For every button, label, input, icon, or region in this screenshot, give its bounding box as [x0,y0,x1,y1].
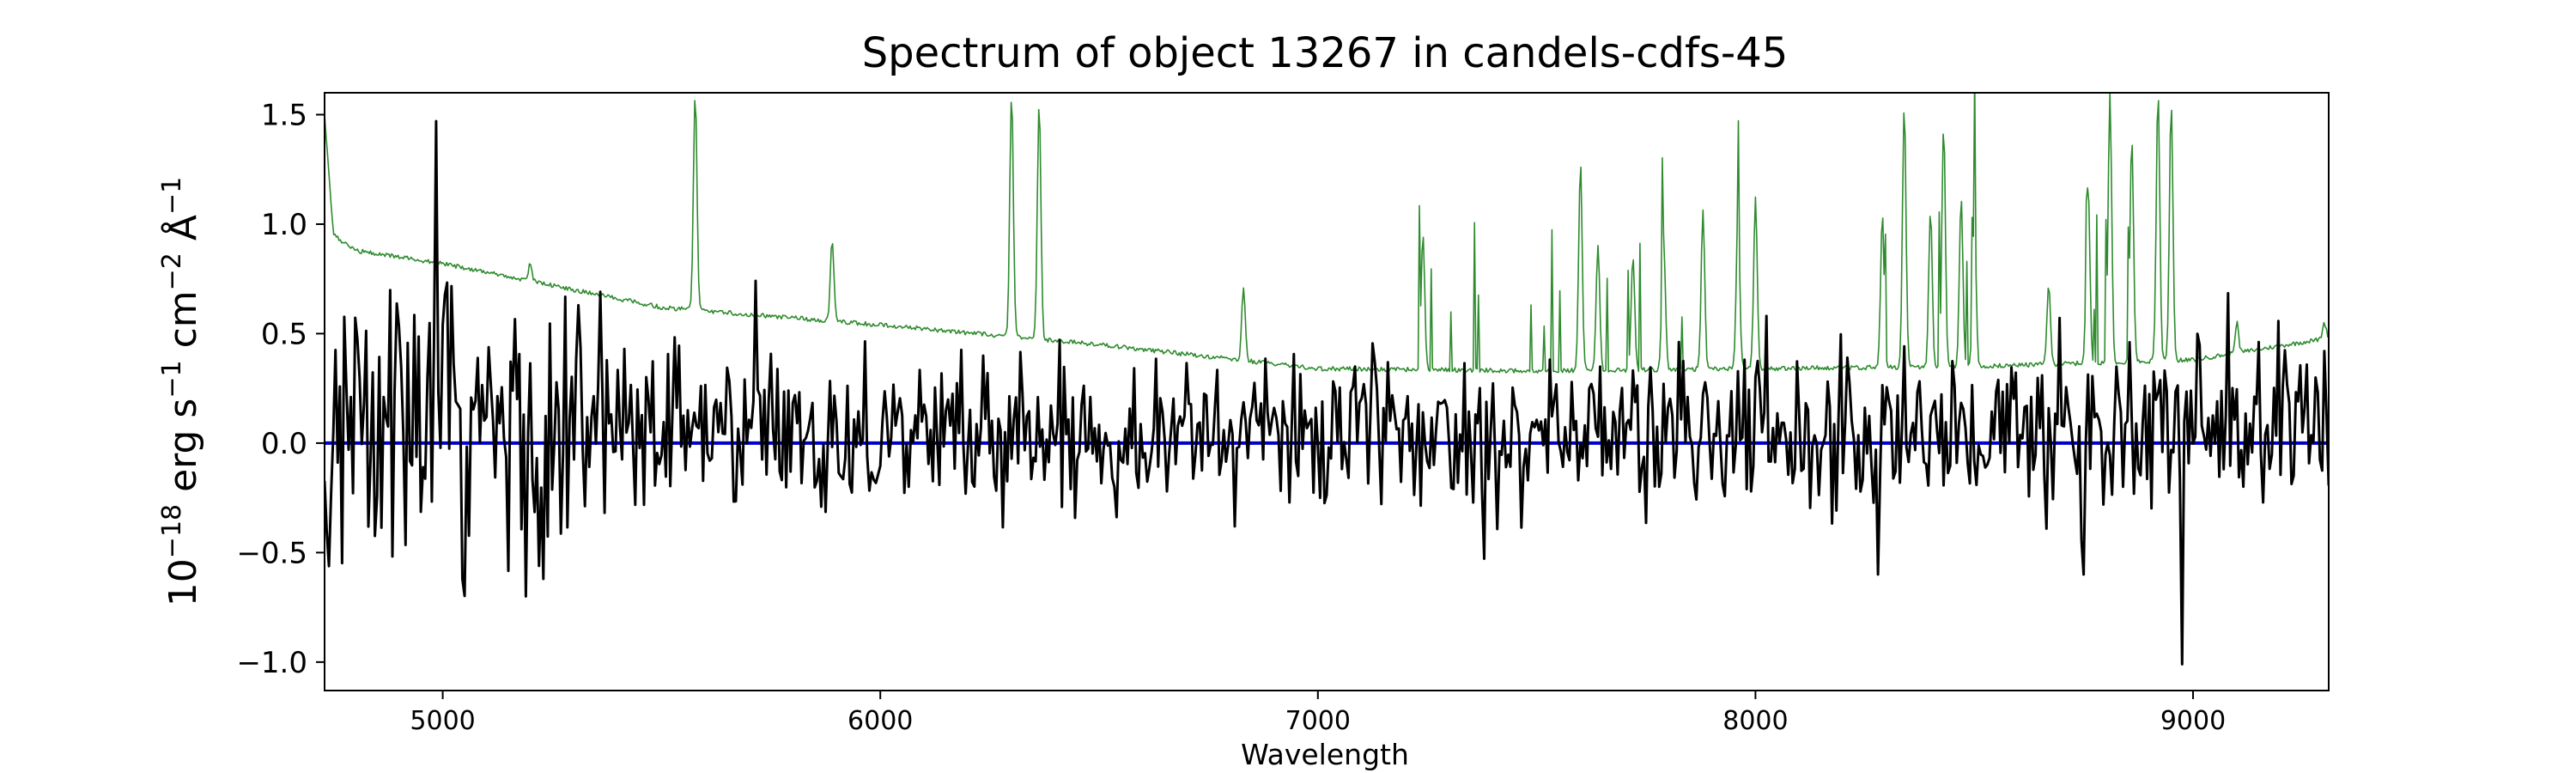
x-axis-label: Wavelength [1241,738,1409,771]
x-tick-label: 5000 [410,706,475,736]
y-axis-label-part: Å [160,215,205,253]
y-axis-label-part: 10 [161,558,205,606]
series-layer [325,93,2329,666]
x-tick-label: 8000 [1722,706,1788,736]
y-tick-label: 1.5 [261,98,307,132]
plot-frame [324,92,2330,691]
y-axis-label-part: −18 [157,504,187,558]
x-tick-label: 7000 [1285,706,1351,736]
y-tick-label: 1.0 [261,208,307,242]
error-spectrum-line [325,93,2329,374]
x-tick-label: 9000 [2160,706,2226,736]
flux-line [325,119,2329,666]
y-axis: −1.0 −0.5 0.0 0.5 1.0 1.5 [236,98,325,680]
x-axis: 5000 6000 7000 8000 9000 [410,691,2226,736]
y-axis-label-part: cm [161,290,205,360]
y-axis-label: 10−18 erg s−1 cm−2 Å−1 [157,177,205,606]
y-axis-label-part: erg s [161,399,205,504]
y-axis-label-part: −1 [157,177,187,215]
y-axis-label-part: −2 [157,253,187,290]
y-tick-label: 0.0 [261,427,307,461]
y-tick-label: −0.5 [236,536,307,570]
chart-title: Spectrum of object 13267 in candels-cdfs… [862,29,1789,77]
y-tick-label: −1.0 [236,646,307,680]
plot-area [325,93,2329,666]
y-axis-label-part: −1 [157,360,187,398]
x-tick-label: 6000 [848,706,913,736]
y-tick-label: 0.5 [261,317,307,351]
